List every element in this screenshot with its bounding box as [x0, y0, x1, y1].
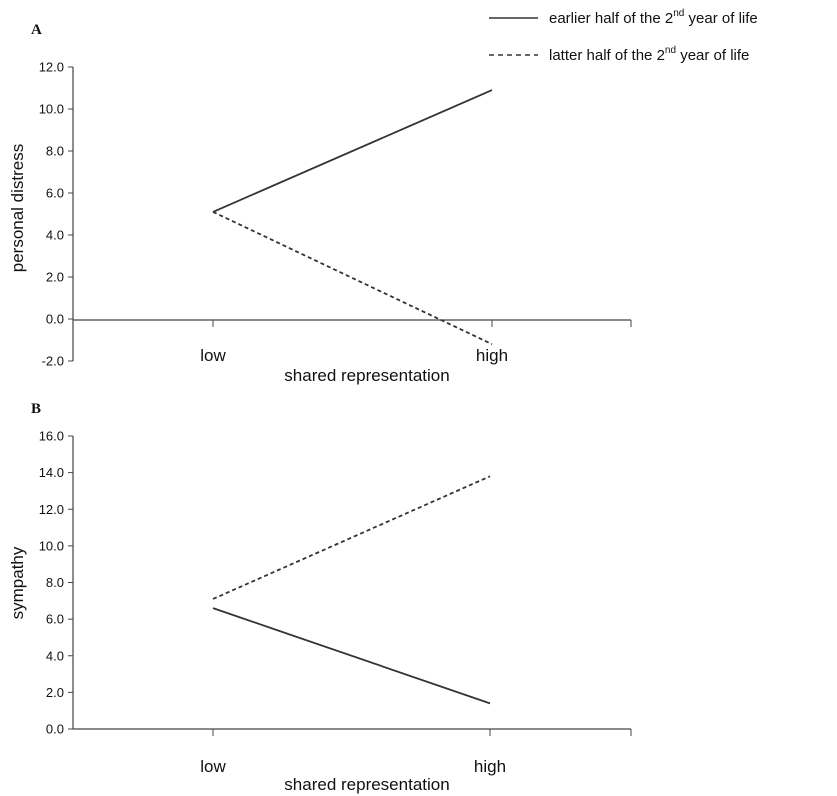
y-tick-label: 0.0	[46, 722, 64, 737]
y-tick-label: 0.0	[46, 312, 64, 327]
legend-label: latter half of the 2nd year of life	[549, 45, 749, 64]
legend-label-prefix: earlier half of the 2	[549, 10, 673, 27]
y-axis-title: personal distress	[8, 144, 27, 273]
y-tick-label: 10.0	[39, 102, 64, 117]
series-line-earlier-half	[212, 89, 493, 213]
y-tick-label: 4.0	[46, 228, 64, 243]
panel-label: B	[31, 401, 41, 417]
y-tick-label: 6.0	[46, 612, 64, 627]
y-tick-label: 4.0	[46, 648, 64, 663]
y-tick-label: 2.0	[46, 685, 64, 700]
y-tick-label: 14.0	[39, 465, 64, 480]
x-axis-title: shared representation	[284, 366, 449, 385]
legend-label: earlier half of the 2nd year of life	[549, 8, 758, 27]
panel-label: A	[31, 22, 42, 38]
series-line-earlier-half	[212, 607, 491, 705]
legend-item: latter half of the 2nd year of life	[489, 45, 749, 64]
y-tick-label: 8.0	[46, 575, 64, 590]
y-tick-label: -2.0	[42, 354, 64, 369]
y-tick-label: 8.0	[46, 144, 64, 159]
legend-label-superscript: nd	[673, 8, 684, 19]
legend-item: earlier half of the 2nd year of life	[489, 8, 758, 27]
series-line-latter-half	[212, 475, 491, 600]
x-category-label: low	[200, 346, 226, 365]
legend-label-prefix: latter half of the 2	[549, 47, 665, 64]
y-tick-label: 10.0	[39, 538, 64, 553]
chart-panel-b: B 16.0 14.0 12.0 10.0 8.0 6.0 4.0 2.0 0.0 low high s…	[8, 401, 632, 794]
x-category-label: high	[474, 757, 506, 776]
chart-panel-a: A 12.0 10.0 8.0 6.0 4.0 2.0 0.0 -2.0 low high share…	[8, 22, 632, 385]
legend: earlier half of the 2nd year of lifelatt…	[489, 8, 758, 64]
y-tick-label: 6.0	[46, 186, 64, 201]
y-tick-label: 12.0	[39, 60, 64, 75]
series-line-latter-half	[212, 211, 493, 346]
legend-label-superscript: nd	[665, 45, 676, 56]
legend-label-suffix: year of life	[676, 47, 749, 64]
y-tick-label: 16.0	[39, 429, 64, 444]
x-category-label: low	[200, 757, 226, 776]
y-axis-title: sympathy	[8, 546, 27, 619]
y-tick-label: 12.0	[39, 502, 64, 517]
y-tick-label: 2.0	[46, 270, 64, 285]
x-axis-title: shared representation	[284, 775, 449, 794]
legend-label-suffix: year of life	[684, 10, 757, 27]
x-category-label: high	[476, 346, 508, 365]
